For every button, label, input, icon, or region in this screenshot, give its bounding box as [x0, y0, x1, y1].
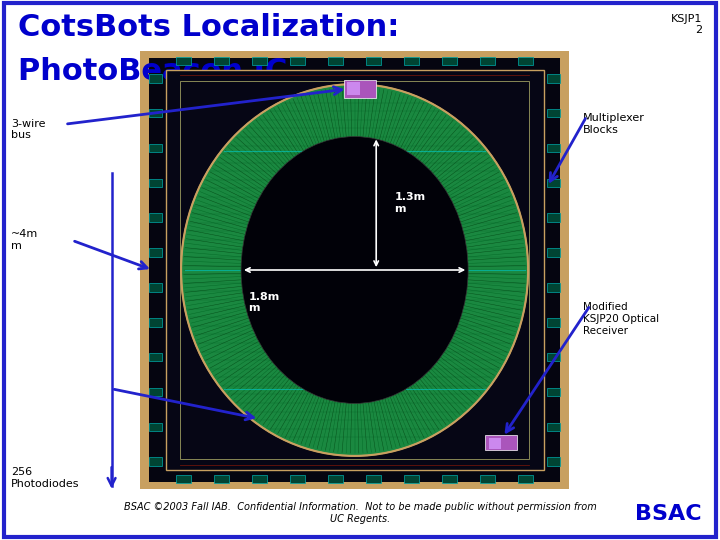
- Bar: [149, 74, 162, 83]
- Text: KSJP1
2: KSJP1 2: [670, 14, 702, 35]
- Bar: [488, 438, 501, 449]
- Text: Modified
KSJP20 Optical
Receiver: Modified KSJP20 Optical Receiver: [583, 302, 660, 335]
- Bar: [480, 475, 495, 483]
- Bar: [547, 74, 560, 83]
- Bar: [442, 57, 456, 65]
- Bar: [149, 388, 162, 396]
- Bar: [547, 353, 560, 361]
- Bar: [149, 457, 162, 466]
- Text: BSAC: BSAC: [635, 504, 702, 524]
- Bar: [344, 80, 376, 98]
- Bar: [547, 248, 560, 257]
- Text: ~4m
m: ~4m m: [11, 230, 38, 251]
- Bar: [176, 475, 191, 483]
- Bar: [149, 213, 162, 222]
- Bar: [176, 57, 191, 65]
- Text: PhotoBeacon IC: PhotoBeacon IC: [18, 57, 287, 86]
- Text: CotsBots Localization:: CotsBots Localization:: [18, 14, 400, 43]
- Bar: [547, 318, 560, 327]
- Bar: [547, 388, 560, 396]
- Ellipse shape: [241, 137, 468, 403]
- Bar: [485, 435, 517, 450]
- Bar: [253, 57, 267, 65]
- Bar: [547, 179, 560, 187]
- Text: Multiplexer
Blocks: Multiplexer Blocks: [583, 113, 645, 135]
- Bar: [149, 179, 162, 187]
- Bar: [347, 83, 360, 96]
- Bar: [149, 422, 162, 431]
- Bar: [140, 51, 569, 489]
- Bar: [366, 57, 381, 65]
- Bar: [547, 283, 560, 292]
- Bar: [149, 109, 162, 118]
- Bar: [366, 475, 381, 483]
- Bar: [180, 81, 529, 459]
- Bar: [215, 57, 229, 65]
- Bar: [480, 57, 495, 65]
- Bar: [149, 318, 162, 327]
- Bar: [442, 475, 456, 483]
- Bar: [547, 144, 560, 152]
- Bar: [149, 248, 162, 257]
- Bar: [149, 283, 162, 292]
- Bar: [328, 57, 343, 65]
- Text: 256
Photodiodes: 256 Photodiodes: [11, 467, 79, 489]
- Bar: [547, 109, 560, 118]
- Bar: [253, 475, 267, 483]
- Text: BSAC ©2003 Fall IAB.  Confidential Information.  Not to be made public without p: BSAC ©2003 Fall IAB. Confidential Inform…: [124, 502, 596, 524]
- Text: 1.3m
m: 1.3m m: [395, 192, 426, 214]
- Bar: [518, 475, 533, 483]
- Text: 1.8m
m: 1.8m m: [248, 292, 279, 313]
- Bar: [166, 70, 544, 470]
- Bar: [149, 58, 560, 482]
- Ellipse shape: [181, 84, 528, 456]
- Bar: [215, 475, 229, 483]
- Bar: [547, 213, 560, 222]
- Text: 3-wire
bus: 3-wire bus: [11, 119, 45, 140]
- Bar: [328, 475, 343, 483]
- Bar: [290, 475, 305, 483]
- Bar: [405, 57, 419, 65]
- Bar: [405, 475, 419, 483]
- Bar: [149, 353, 162, 361]
- Bar: [547, 422, 560, 431]
- Bar: [547, 457, 560, 466]
- Bar: [518, 57, 533, 65]
- Bar: [290, 57, 305, 65]
- Bar: [149, 144, 162, 152]
